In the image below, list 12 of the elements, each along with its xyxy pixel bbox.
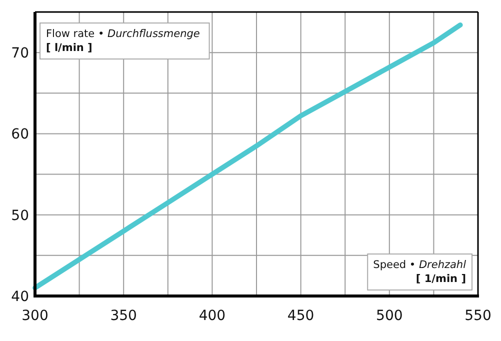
y-tick-label: 70 bbox=[11, 46, 29, 62]
x-tick-label: 500 bbox=[376, 308, 403, 324]
y-tick-label: 60 bbox=[11, 126, 29, 143]
x-tick-label: 300 bbox=[22, 308, 48, 324]
y-tick-label: 40 bbox=[11, 289, 29, 305]
x-tick-label: 550 bbox=[464, 308, 492, 324]
x-tick-label: 350 bbox=[110, 308, 137, 324]
x-axis-title: Speed • Drehzahl [ 1/min ] bbox=[373, 259, 466, 285]
y-axis-title: Flow rate • Durchflussmenge [ l/min ] bbox=[46, 28, 200, 54]
x-tick-label: 450 bbox=[287, 308, 314, 324]
x-tick-label: 400 bbox=[198, 308, 226, 324]
y-tick-label: 50 bbox=[11, 208, 29, 224]
